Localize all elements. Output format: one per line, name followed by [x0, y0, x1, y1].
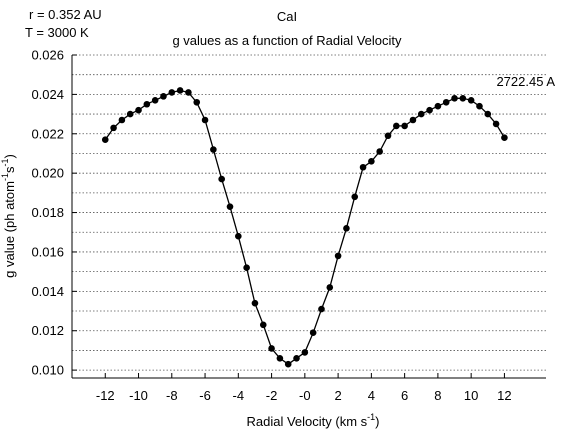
y-ticks: 0.010 0.012 0.014 0.016 0.018 0.020 0.022 0.024…	[31, 48, 77, 378]
y-axis-label-main: g value (ph atom	[2, 181, 17, 278]
data-point	[235, 232, 242, 240]
data-point	[442, 98, 450, 106]
data-point	[185, 89, 192, 96]
header-radius: r = 0.352 AU	[29, 7, 102, 22]
data-point	[268, 345, 275, 352]
data-point	[276, 355, 284, 362]
x-axis-label-end: )	[375, 414, 379, 429]
data-point	[484, 110, 492, 118]
data-point	[343, 225, 350, 232]
x-tick-label: -2	[266, 388, 278, 403]
y-tick-label: 0.024	[31, 87, 64, 102]
header-temperature: T = 3000 K	[25, 25, 89, 40]
x-tick-label: -10	[129, 388, 148, 403]
species-label: CaI	[277, 9, 297, 24]
series-layer	[101, 87, 508, 368]
data-point	[160, 93, 167, 100]
data-point	[293, 355, 300, 362]
data-point	[434, 102, 442, 110]
x-tick-label: -12	[96, 388, 115, 403]
data-point	[451, 95, 458, 102]
y-tick-label: 0.012	[31, 323, 64, 338]
data-point	[384, 132, 392, 140]
data-point	[417, 110, 425, 118]
data-point	[110, 124, 117, 132]
data-point	[426, 106, 433, 114]
data-point	[126, 110, 134, 118]
y-axis-label-end: )	[2, 154, 17, 158]
data-point	[359, 163, 367, 171]
data-point	[334, 252, 342, 260]
y-tick-label: 0.018	[31, 205, 64, 220]
x-tick-label: 6	[401, 388, 408, 403]
x-ticks: -12 -10 -8 -6 -4 -2 -0 2 4 6 8 10 12	[96, 373, 512, 403]
data-point	[143, 100, 151, 108]
data-point	[492, 120, 500, 128]
x-tick-label: 10	[464, 388, 478, 403]
x-tick-label: 2	[334, 388, 341, 403]
data-point	[135, 106, 142, 114]
x-tick-label: -0	[299, 388, 311, 403]
x-axis-label: Radial Velocity (km s-1)	[246, 412, 379, 429]
data-point	[226, 203, 234, 210]
y-tick-label: 0.022	[31, 126, 64, 141]
data-point	[193, 98, 201, 106]
data-point	[284, 360, 292, 368]
data-point	[401, 122, 408, 130]
data-point	[201, 116, 209, 124]
data-point	[459, 95, 467, 102]
wavelength-annotation: 2722.45 A	[496, 74, 555, 89]
data-point	[301, 349, 309, 356]
y-axis-label: g value (ph atom-1s-1)	[0, 154, 17, 278]
series-line	[104, 89, 505, 365]
y-axis-label-mid: s	[2, 166, 17, 173]
data-point	[218, 175, 225, 183]
data-point	[243, 264, 250, 272]
x-tick-label: -4	[233, 388, 245, 403]
data-point	[326, 284, 334, 291]
data-point	[309, 329, 317, 337]
data-point	[259, 321, 267, 329]
y-axis-label-sup2: -1	[0, 158, 10, 166]
y-tick-label: 0.010	[31, 363, 64, 378]
x-tick-label: -6	[199, 388, 211, 403]
data-point	[393, 122, 400, 130]
data-point	[501, 134, 508, 142]
x-axis-label-main: Radial Velocity (km s	[246, 414, 367, 429]
y-tick-label: 0.020	[31, 166, 64, 181]
x-tick-label: -8	[166, 388, 178, 403]
data-point	[101, 136, 109, 143]
data-point	[318, 305, 325, 313]
data-point	[210, 146, 217, 153]
data-point	[376, 148, 383, 155]
x-tick-label: 12	[497, 388, 511, 403]
data-point	[467, 96, 475, 104]
y-axis-label-sup1: -1	[0, 173, 10, 181]
data-point	[368, 158, 375, 165]
data-point	[476, 102, 483, 110]
data-point	[351, 193, 359, 201]
data-point	[251, 299, 259, 307]
y-tick-label: 0.014	[31, 284, 64, 299]
x-axis-label-sup: -1	[367, 412, 375, 422]
y-tick-label: 0.016	[31, 244, 64, 259]
x-tick-label: 4	[368, 388, 375, 403]
data-point	[176, 87, 184, 94]
y-tick-label: 0.026	[31, 48, 64, 63]
data-point	[118, 116, 126, 124]
data-point	[409, 116, 417, 124]
x-tick-label: 8	[434, 388, 441, 403]
data-point	[151, 96, 159, 104]
chart-title: g values as a function of Radial Velocit…	[172, 33, 402, 48]
data-point	[168, 89, 176, 96]
